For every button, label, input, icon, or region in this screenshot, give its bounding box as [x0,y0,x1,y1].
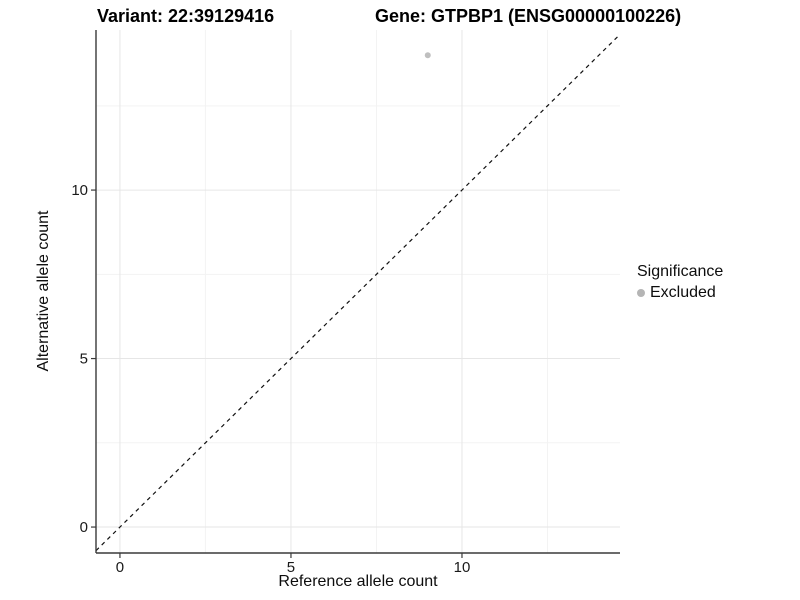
legend-item-label: Excluded [650,284,716,301]
x-axis-title: Reference allele count [278,573,438,590]
x-tick-label: 0 [116,559,124,576]
y-tick-label: 0 [80,519,88,536]
data-point [424,52,431,59]
y-tick-label: 10 [71,182,88,199]
identity-dashed-line [95,33,621,552]
y-axis-title: Alternative allele count [35,210,52,372]
y-tick-label: 5 [80,351,88,368]
x-tick-label: 10 [454,559,471,576]
legend-title: Significance [637,263,724,280]
legend-key-dot [637,289,645,297]
plot-title-gene: Gene: GTPBP1 (ENSG00000100226) [375,6,682,26]
plot-title-variant: Variant: 22:39129416 [97,6,275,26]
legend: Significance Excluded [637,263,723,302]
x-tick-label: 5 [287,559,295,576]
legend-item-excluded: Excluded [637,284,723,302]
